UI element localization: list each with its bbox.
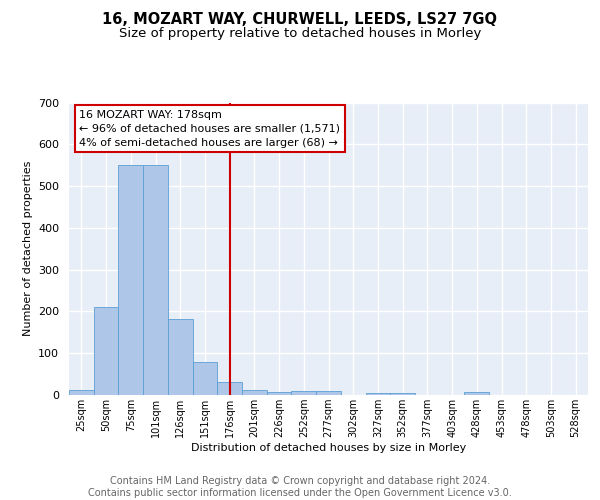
Text: Contains HM Land Registry data © Crown copyright and database right 2024.
Contai: Contains HM Land Registry data © Crown c… [88,476,512,498]
Y-axis label: Number of detached properties: Number of detached properties [23,161,32,336]
Bar [94,307,118,395]
Bar [143,165,168,395]
Bar [267,392,292,395]
Bar [168,318,193,395]
Bar [217,382,242,395]
Bar [390,393,415,395]
Bar [464,392,489,395]
X-axis label: Distribution of detached houses by size in Morley: Distribution of detached houses by size … [191,443,466,453]
Bar [193,362,217,395]
Bar [365,393,390,395]
Bar [292,391,316,395]
Text: Size of property relative to detached houses in Morley: Size of property relative to detached ho… [119,28,481,40]
Bar [316,391,341,395]
Bar [69,390,94,395]
Bar [118,165,143,395]
Bar [242,390,267,395]
Text: 16, MOZART WAY, CHURWELL, LEEDS, LS27 7GQ: 16, MOZART WAY, CHURWELL, LEEDS, LS27 7G… [103,12,497,28]
Text: 16 MOZART WAY: 178sqm
← 96% of detached houses are smaller (1,571)
4% of semi-de: 16 MOZART WAY: 178sqm ← 96% of detached … [79,110,340,148]
